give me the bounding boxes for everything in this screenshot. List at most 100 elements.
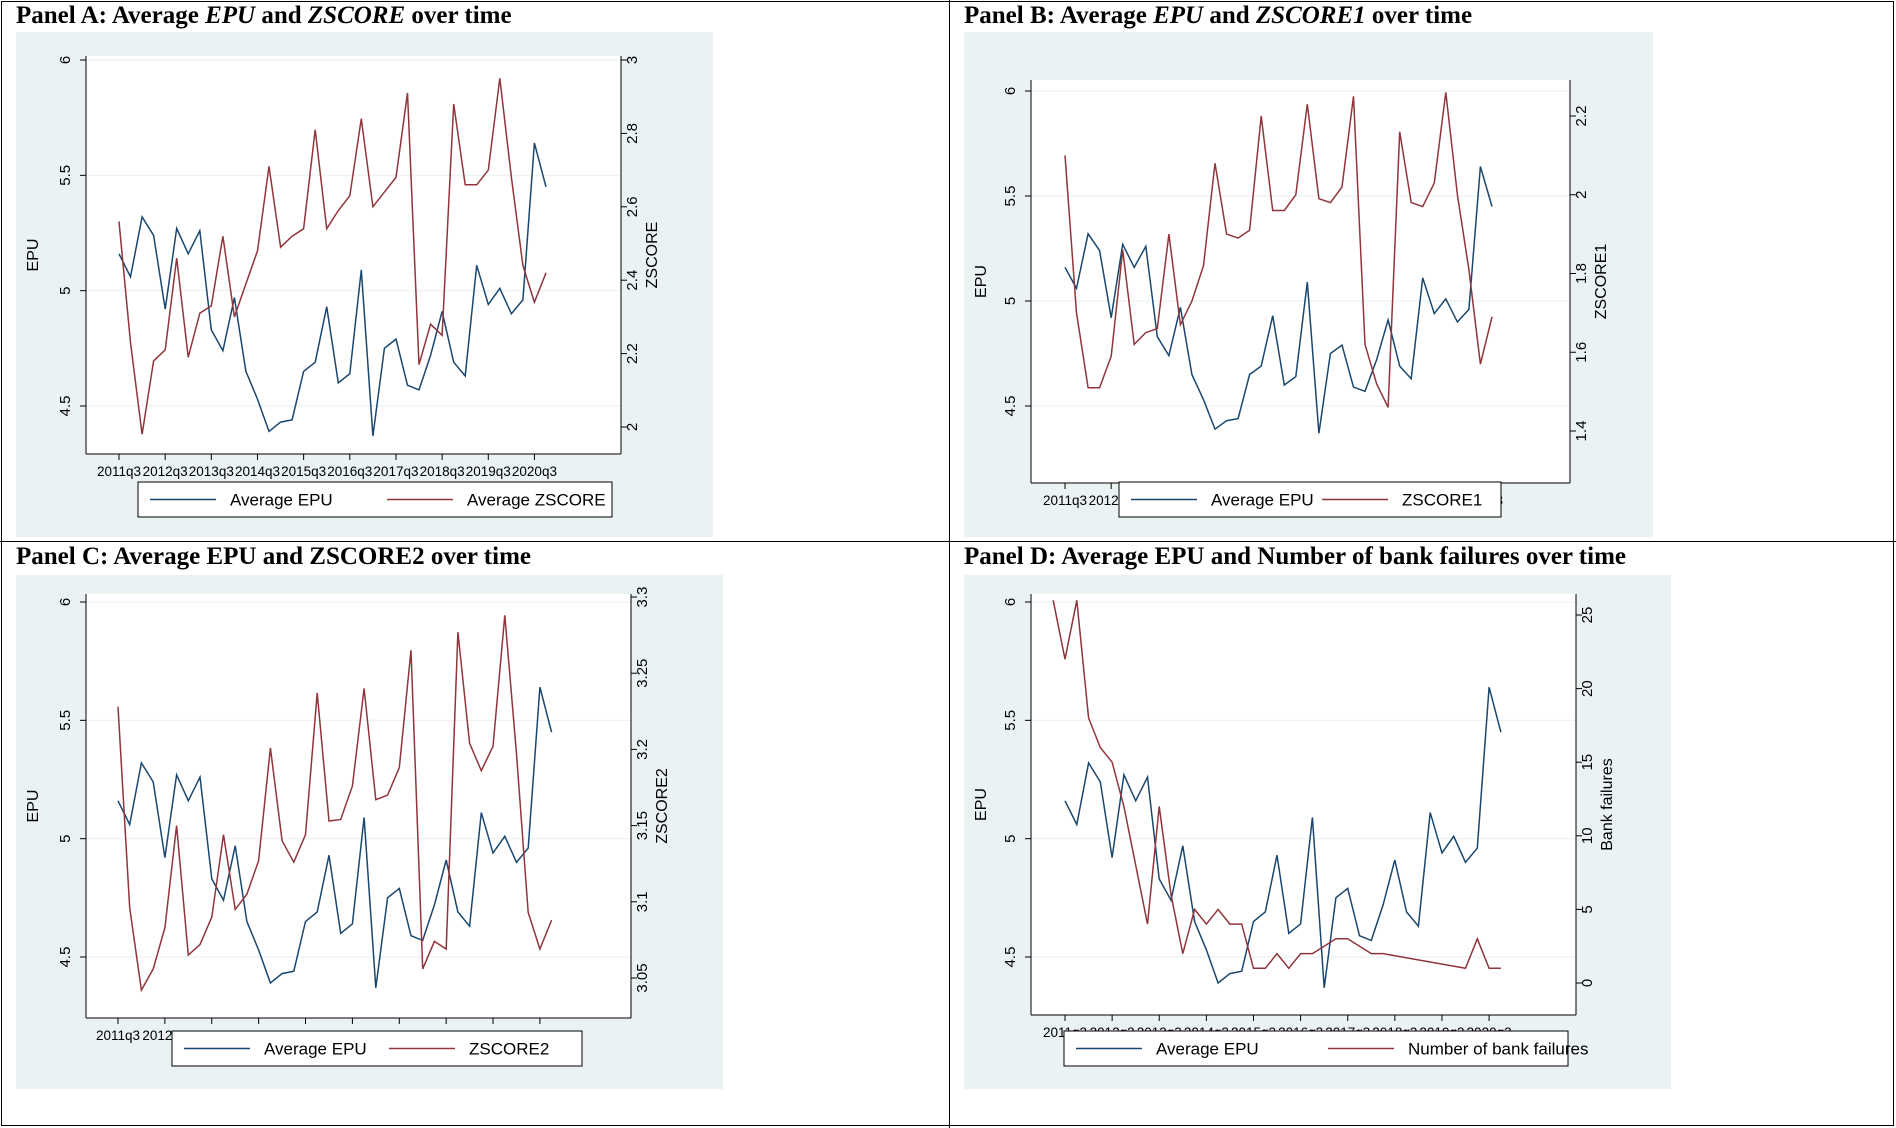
panel-d-title: Panel D: Average EPU and Number of bank … xyxy=(964,543,1626,571)
y2-tick-label: 5 xyxy=(1579,905,1596,913)
panel-label: Panel D: xyxy=(964,543,1062,570)
y-tick-label: 5 xyxy=(1002,297,1019,305)
y2-tick-label: 15 xyxy=(1579,754,1596,771)
series-line-epu xyxy=(117,687,553,988)
y2-tick-label: 0 xyxy=(1579,979,1596,987)
title-part: and xyxy=(1203,2,1256,29)
y-tick-label: 5.5 xyxy=(57,710,74,731)
y-tick-label: 4.5 xyxy=(57,947,74,968)
legend-label: Average EPU xyxy=(1156,1040,1259,1059)
title-part: and xyxy=(255,2,308,29)
y2-tick-label: 2.4 xyxy=(624,270,641,291)
panel-d-chart: 4.555.5605101520252011q32012q32013q32014… xyxy=(964,575,1671,1089)
legend-label: ZSCORE1 xyxy=(1402,491,1482,510)
y2-tick-label: 2.2 xyxy=(624,343,641,364)
title-part: Average xyxy=(111,2,206,29)
panel-b-title: Panel B: Average EPU and ZSCORE1 over ti… xyxy=(964,2,1472,30)
x-tick-label: 2015q3 xyxy=(281,464,326,479)
legend-label: Average EPU xyxy=(1211,491,1314,510)
y-axis-title: EPU xyxy=(973,265,990,298)
y2-tick-label: 3.3 xyxy=(634,587,651,608)
x-tick-label: 2012q3 xyxy=(143,464,188,479)
y-tick-label: 6 xyxy=(57,598,74,606)
legend-label: Average EPU xyxy=(230,491,333,510)
x-tick-label: 2016q3 xyxy=(327,464,372,479)
series-line-epu xyxy=(1064,166,1493,434)
title-part: Average EPU and ZSCORE2 over time xyxy=(113,543,532,570)
y-tick-label: 4.5 xyxy=(1002,396,1019,417)
y-axis-title: EPU xyxy=(973,788,990,821)
panel-divider-vertical xyxy=(949,0,950,1128)
y-axis-title: EPU xyxy=(25,239,42,272)
y-tick-label: 5.5 xyxy=(1002,186,1019,207)
x-tick-label: 2020q3 xyxy=(512,464,557,479)
title-part: over time xyxy=(1365,2,1473,29)
legend-label: ZSCORE2 xyxy=(469,1040,549,1059)
y-tick-label: 5.5 xyxy=(1002,710,1019,731)
panel-b-chart: 4.555.561.41.61.822.22011q32012q32013q32… xyxy=(964,32,1653,537)
legend-box xyxy=(137,481,613,518)
x-tick-label: 2011q3 xyxy=(1043,493,1087,508)
series-line-second xyxy=(1052,600,1501,970)
y2-axis-title: ZSCORE1 xyxy=(1593,244,1610,320)
y2-tick-label: 3.25 xyxy=(634,659,651,688)
panel-a-chart: 4.5 5 5.5 6 2 2.2 2.4 2.6 2.8 3 2011q3 2012q3 2013q3… xyxy=(16,32,713,537)
y2-tick-label: 1.8 xyxy=(1573,263,1590,284)
y2-tick-label: 2 xyxy=(624,423,641,431)
x-tick-label: 2014q3 xyxy=(235,464,280,479)
series-line-second xyxy=(118,78,547,435)
x-tick-label: 2017q3 xyxy=(373,464,418,479)
legend-label: Number of bank failures xyxy=(1408,1040,1588,1059)
title-part: ZSCORE1 xyxy=(1255,2,1366,29)
panel-c-title: Panel C: Average EPU and ZSCORE2 over ti… xyxy=(16,543,531,571)
series-line-epu xyxy=(1064,687,1502,988)
plot-area xyxy=(86,594,631,1018)
title-part: Average xyxy=(1059,2,1154,29)
legend-label: Average EPU xyxy=(264,1040,367,1059)
y-axis-title: EPU xyxy=(25,790,42,823)
legend-label: Average ZSCORE xyxy=(467,491,606,510)
y-tick-label: 5 xyxy=(57,286,74,294)
plot-area xyxy=(1031,80,1570,483)
x-tick-label: 2011q3 xyxy=(96,1028,140,1043)
y2-tick-label: 1.6 xyxy=(1573,342,1590,363)
y2-tick-label: 2.8 xyxy=(624,123,641,144)
y-tick-label: 5 xyxy=(1002,834,1019,842)
y2-tick-label: 2 xyxy=(1573,191,1590,199)
x-tick-label: 2013q3 xyxy=(189,464,234,479)
title-part: EPU xyxy=(1153,2,1204,29)
panel-label: Panel C: xyxy=(16,543,114,570)
y2-axis-title: ZSCORE xyxy=(644,222,661,289)
series-line-epu xyxy=(118,142,547,437)
x-tick-label: 2018q3 xyxy=(420,464,465,479)
x-tick-label: 2011q3 xyxy=(97,464,141,479)
y-tick-label: 6 xyxy=(57,56,74,64)
panel-label: Panel B: xyxy=(964,2,1060,29)
title-part: Average EPU and Number of bank failures … xyxy=(1061,543,1627,570)
y2-axis-title: Bank failures xyxy=(1599,758,1616,851)
y2-tick-label: 3.15 xyxy=(634,811,651,840)
legend-box xyxy=(1063,1030,1569,1067)
title-part: EPU xyxy=(205,2,256,29)
y2-tick-label: 3.1 xyxy=(634,891,651,912)
y-tick-label: 4.5 xyxy=(1002,947,1019,968)
y2-tick-label: 10 xyxy=(1579,827,1596,844)
plot-area xyxy=(86,56,621,454)
y2-tick-label: 20 xyxy=(1579,680,1596,697)
y-tick-label: 6 xyxy=(1002,598,1019,606)
y2-tick-label: 3.05 xyxy=(634,963,651,992)
plot-area xyxy=(1031,594,1576,1015)
title-part: ZSCORE xyxy=(307,2,406,29)
series-line-second xyxy=(117,615,553,993)
y-tick-label: 5 xyxy=(57,834,74,842)
panel-label: Panel A: xyxy=(16,2,112,29)
y2-tick-label: 25 xyxy=(1579,607,1596,624)
y2-axis-title: ZSCORE2 xyxy=(654,768,671,844)
title-part: over time xyxy=(405,2,512,29)
panel-divider-horizontal xyxy=(0,541,1896,542)
y-tick-label: 4.5 xyxy=(57,396,74,417)
y-tick-label: 6 xyxy=(1002,87,1019,95)
y2-tick-label: 3 xyxy=(624,56,641,64)
y2-tick-label: 2.6 xyxy=(624,196,641,217)
